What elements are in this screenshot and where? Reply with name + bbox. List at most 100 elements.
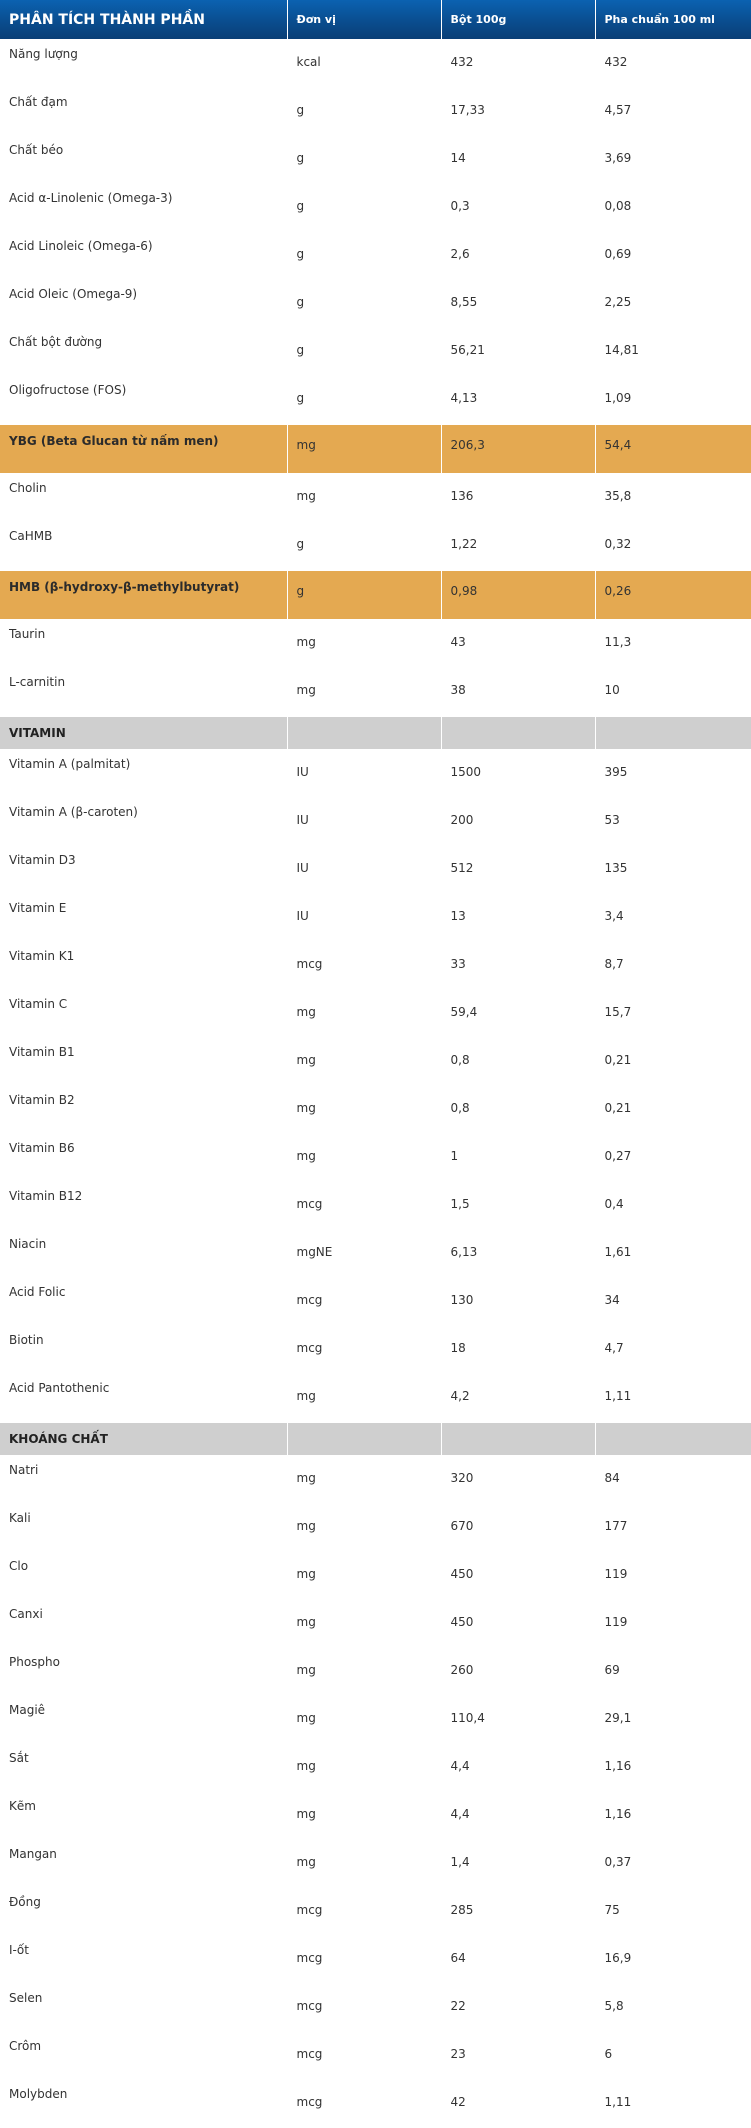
cell-unit: g <box>287 280 441 328</box>
cell-component-name: Magiê <box>0 1696 287 1744</box>
cell-component-name: Acid α-Linolenic (Omega-3) <box>0 184 287 232</box>
header-unit: Đơn vị <box>287 0 441 40</box>
cell-unit: kcal <box>287 40 441 89</box>
cell-prepared-100ml: 35,8 <box>595 474 751 523</box>
cell-powder-100g <box>441 1423 595 1456</box>
cell-unit: mg <box>287 1600 441 1648</box>
cell-prepared-100ml: 2,25 <box>595 280 751 328</box>
cell-unit: mg <box>287 1792 441 1840</box>
cell-prepared-100ml: 1,16 <box>595 1744 751 1792</box>
cell-prepared-100ml: 1,09 <box>595 376 751 425</box>
cell-unit: mg <box>287 1552 441 1600</box>
cell-unit: mg <box>287 425 441 474</box>
cell-prepared-100ml: 3,69 <box>595 136 751 184</box>
cell-prepared-100ml: 0,37 <box>595 1840 751 1888</box>
section-row: VITAMIN <box>0 717 751 750</box>
cell-powder-100g: 43 <box>441 620 595 669</box>
cell-prepared-100ml: 75 <box>595 1888 751 1936</box>
cell-unit: mg <box>287 1696 441 1744</box>
cell-powder-100g: 0,8 <box>441 1086 595 1134</box>
cell-powder-100g: 38 <box>441 668 595 717</box>
cell-powder-100g: 670 <box>441 1504 595 1552</box>
cell-component-name: Crôm <box>0 2032 287 2080</box>
cell-powder-100g: 17,33 <box>441 88 595 136</box>
cell-unit: g <box>287 136 441 184</box>
cell-unit: mcg <box>287 1278 441 1326</box>
cell-prepared-100ml: 10 <box>595 668 751 717</box>
cell-powder-100g: 110,4 <box>441 1696 595 1744</box>
header-component: PHÂN TÍCH THÀNH PHẦN <box>0 0 287 40</box>
cell-powder-100g: 14 <box>441 136 595 184</box>
cell-component-name: HMB (β-hydroxy-β-methylbutyrat) <box>0 571 287 620</box>
cell-unit: mcg <box>287 1182 441 1230</box>
cell-powder-100g: 4,4 <box>441 1744 595 1792</box>
cell-powder-100g: 23 <box>441 2032 595 2080</box>
header-row: PHÂN TÍCH THÀNH PHẦN Đơn vị Bột 100g Pha… <box>0 0 751 40</box>
cell-powder-100g: 1500 <box>441 750 595 799</box>
cell-powder-100g: 2,6 <box>441 232 595 280</box>
cell-component-name: Vitamin B2 <box>0 1086 287 1134</box>
cell-component-name: Kali <box>0 1504 287 1552</box>
cell-unit: mg <box>287 1456 441 1505</box>
cell-component-name: KHOÁNG CHẤT <box>0 1423 287 1456</box>
cell-unit: mg <box>287 1840 441 1888</box>
cell-component-name: Acid Pantothenic <box>0 1374 287 1423</box>
cell-prepared-100ml: 0,08 <box>595 184 751 232</box>
cell-unit: mg <box>287 1744 441 1792</box>
cell-component-name: Oligofructose (FOS) <box>0 376 287 425</box>
cell-powder-100g: 18 <box>441 1326 595 1374</box>
cell-component-name: Vitamin D3 <box>0 846 287 894</box>
cell-component-name: Vitamin A (β-caroten) <box>0 798 287 846</box>
cell-component-name: Acid Folic <box>0 1278 287 1326</box>
cell-powder-100g: 285 <box>441 1888 595 1936</box>
header-prepared-100ml: Pha chuẩn 100 ml <box>595 0 751 40</box>
cell-powder-100g: 4,2 <box>441 1374 595 1423</box>
table-header: PHÂN TÍCH THÀNH PHẦN Đơn vị Bột 100g Pha… <box>0 0 751 40</box>
cell-prepared-100ml: 16,9 <box>595 1936 751 1984</box>
cell-unit: mg <box>287 1374 441 1423</box>
cell-powder-100g: 56,21 <box>441 328 595 376</box>
cell-prepared-100ml: 0,27 <box>595 1134 751 1182</box>
cell-prepared-100ml: 8,7 <box>595 942 751 990</box>
cell-prepared-100ml: 4,7 <box>595 1326 751 1374</box>
cell-powder-100g: 4,4 <box>441 1792 595 1840</box>
cell-prepared-100ml: 432 <box>595 40 751 89</box>
cell-component-name: Vitamin B12 <box>0 1182 287 1230</box>
cell-component-name: VITAMIN <box>0 717 287 750</box>
cell-powder-100g: 59,4 <box>441 990 595 1038</box>
cell-prepared-100ml: 0,69 <box>595 232 751 280</box>
cell-component-name: Cholin <box>0 474 287 523</box>
cell-component-name: Niacin <box>0 1230 287 1278</box>
cell-unit: g <box>287 376 441 425</box>
cell-prepared-100ml: 177 <box>595 1504 751 1552</box>
cell-component-name: Molybden <box>0 2080 287 2128</box>
cell-powder-100g: 260 <box>441 1648 595 1696</box>
cell-powder-100g: 320 <box>441 1456 595 1505</box>
cell-unit: mg <box>287 1134 441 1182</box>
cell-unit: g <box>287 571 441 620</box>
cell-unit: mcg <box>287 1936 441 1984</box>
cell-unit <box>287 1423 441 1456</box>
cell-prepared-100ml: 1,11 <box>595 2080 751 2128</box>
